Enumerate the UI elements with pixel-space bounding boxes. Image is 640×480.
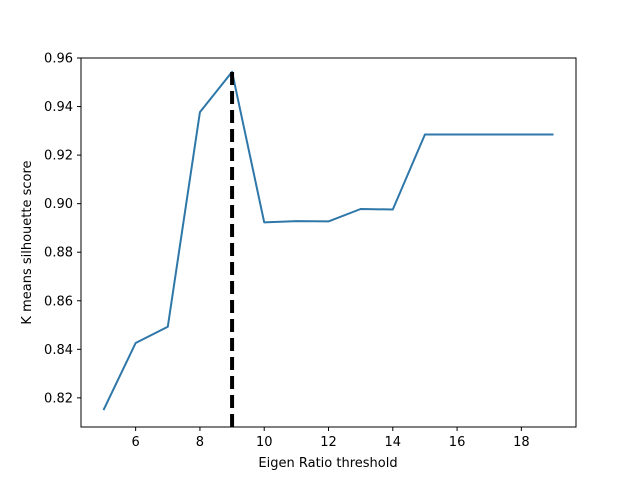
y-tick-label: 0.82 (44, 391, 73, 406)
series-line-0 (102, 70, 554, 411)
y-tick-label: 0.92 (44, 149, 73, 164)
y-tick-label: 0.84 (44, 343, 73, 358)
y-tick-label: 0.88 (44, 246, 73, 261)
x-tick-label: 14 (385, 435, 402, 450)
x-tick-label: 12 (320, 435, 337, 450)
y-tick-label: 0.94 (44, 100, 73, 115)
x-axis: 6 8 10 12 14 16 18 (132, 427, 530, 450)
axes-frame (80, 57, 577, 428)
y-tick-label: 0.90 (44, 197, 73, 212)
y-tick-label: 0.86 (44, 294, 73, 309)
x-tick-label: 16 (449, 435, 466, 450)
x-axis-label: Eigen Ratio threshold (258, 456, 397, 471)
y-tick-label: 0.96 (44, 52, 73, 67)
x-tick-label: 8 (196, 435, 204, 450)
x-tick-label: 6 (132, 435, 140, 450)
y-axis: 0.82 0.84 0.86 0.88 0.90 0.92 0.94 0.96 (44, 52, 81, 406)
y-axis-label: K means silhouette score (20, 160, 35, 324)
plot-area (80, 57, 577, 428)
x-tick-label: 18 (513, 435, 530, 450)
x-tick-label: 10 (256, 435, 273, 450)
